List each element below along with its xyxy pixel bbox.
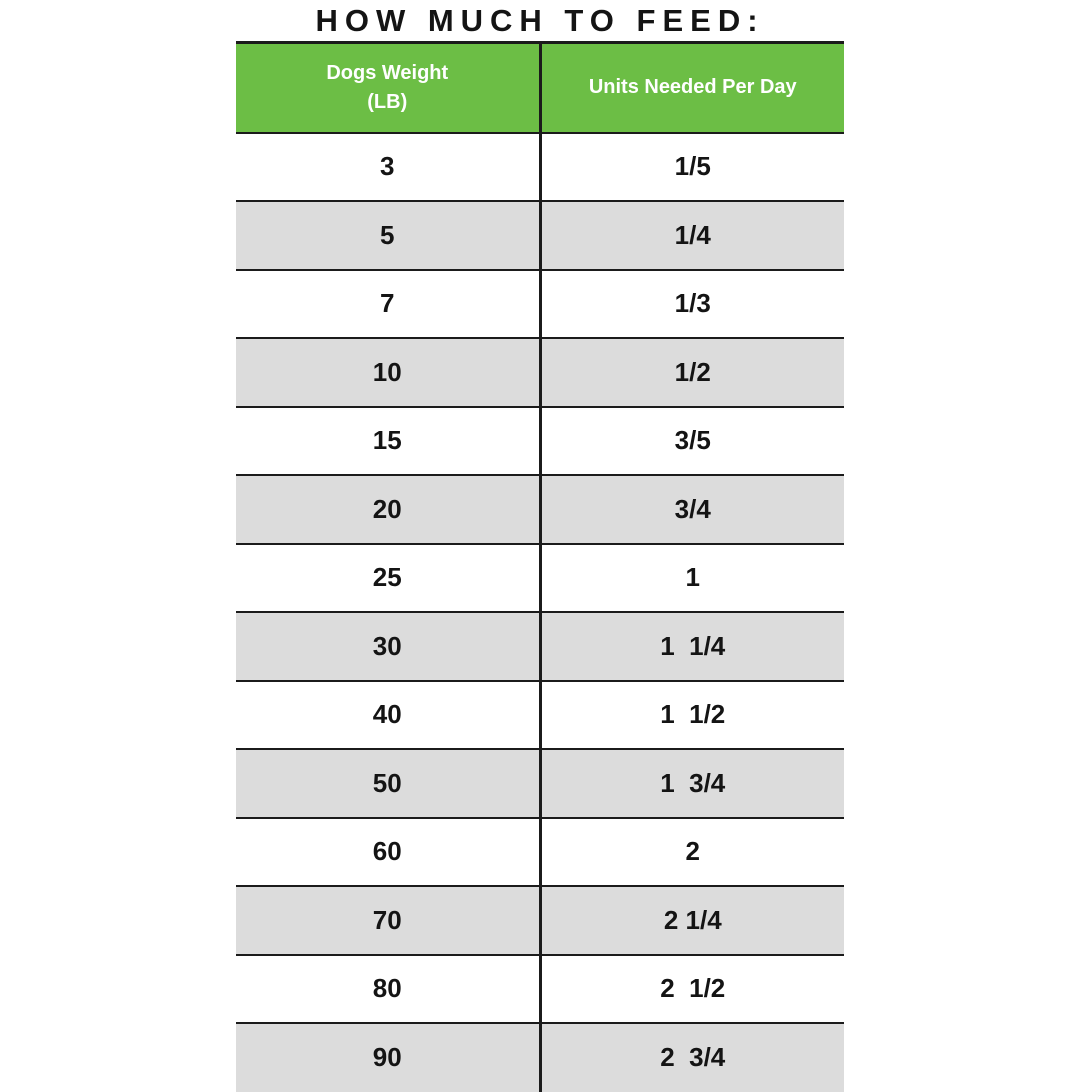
units-cell: 1 xyxy=(540,542,844,612)
units-cell: 2 3/4 xyxy=(540,1022,844,1092)
header-cell-units: Units Needed Per Day xyxy=(540,41,844,134)
weight-cell: 3 xyxy=(236,131,542,201)
table-row: 25 1 xyxy=(236,542,844,612)
units-cell: 1/2 xyxy=(540,337,844,407)
units-cell: 1 3/4 xyxy=(540,748,844,818)
header-row: Dogs Weight (LB) Units Needed Per Day xyxy=(236,41,844,134)
table-row: 5 1/4 xyxy=(236,200,844,270)
units-cell: 2 1/2 xyxy=(540,953,844,1023)
units-cell: 1/3 xyxy=(540,268,844,338)
units-cell: 1 1/2 xyxy=(540,679,844,749)
table-row: 60 2 xyxy=(236,816,844,886)
table-row: 15 3/5 xyxy=(236,405,844,475)
table-body: 3 1/5 5 1/4 7 1/3 10 1/2 15 3/5 20 3/4 2… xyxy=(236,131,844,1092)
table-row: 40 1 1/2 xyxy=(236,679,844,749)
weight-cell: 25 xyxy=(236,542,542,612)
header-weight-line2: (LB) xyxy=(367,90,408,113)
weight-cell: 70 xyxy=(236,885,542,955)
table-header: Dogs Weight (LB) Units Needed Per Day xyxy=(236,41,844,134)
page-title: HOW MUCH TO FEED: xyxy=(315,3,765,38)
weight-cell: 40 xyxy=(236,679,542,749)
weight-cell: 10 xyxy=(236,337,542,407)
weight-cell: 20 xyxy=(236,474,542,544)
weight-cell: 80 xyxy=(236,953,542,1023)
weight-cell: 90 xyxy=(236,1022,542,1092)
units-cell: 2 xyxy=(540,816,844,886)
table-row: 80 2 1/2 xyxy=(236,953,844,1023)
header-cell-weight: Dogs Weight (LB) xyxy=(236,41,542,134)
table-row: 30 1 1/4 xyxy=(236,611,844,681)
feeding-table: Dogs Weight (LB) Units Needed Per Day 3 … xyxy=(236,41,844,1092)
weight-cell: 30 xyxy=(236,611,542,681)
units-cell: 1 1/4 xyxy=(540,611,844,681)
table-row: 70 2 1/4 xyxy=(236,885,844,955)
units-cell: 1/5 xyxy=(540,131,844,201)
weight-cell: 15 xyxy=(236,405,542,475)
table-row: 90 2 3/4 xyxy=(236,1022,844,1092)
weight-cell: 5 xyxy=(236,200,542,270)
table-row: 50 1 3/4 xyxy=(236,748,844,818)
table-row: 3 1/5 xyxy=(236,131,844,201)
header-weight-line1: Dogs Weight xyxy=(326,61,449,84)
weight-cell: 7 xyxy=(236,268,542,338)
weight-cell: 50 xyxy=(236,748,542,818)
table-row: 20 3/4 xyxy=(236,474,844,544)
table-row: 7 1/3 xyxy=(236,268,844,338)
units-cell: 3/4 xyxy=(540,474,844,544)
table-row: 10 1/2 xyxy=(236,337,844,407)
units-cell: 2 1/4 xyxy=(540,885,844,955)
units-cell: 1/4 xyxy=(540,200,844,270)
weight-cell: 60 xyxy=(236,816,542,886)
units-cell: 3/5 xyxy=(540,405,844,475)
